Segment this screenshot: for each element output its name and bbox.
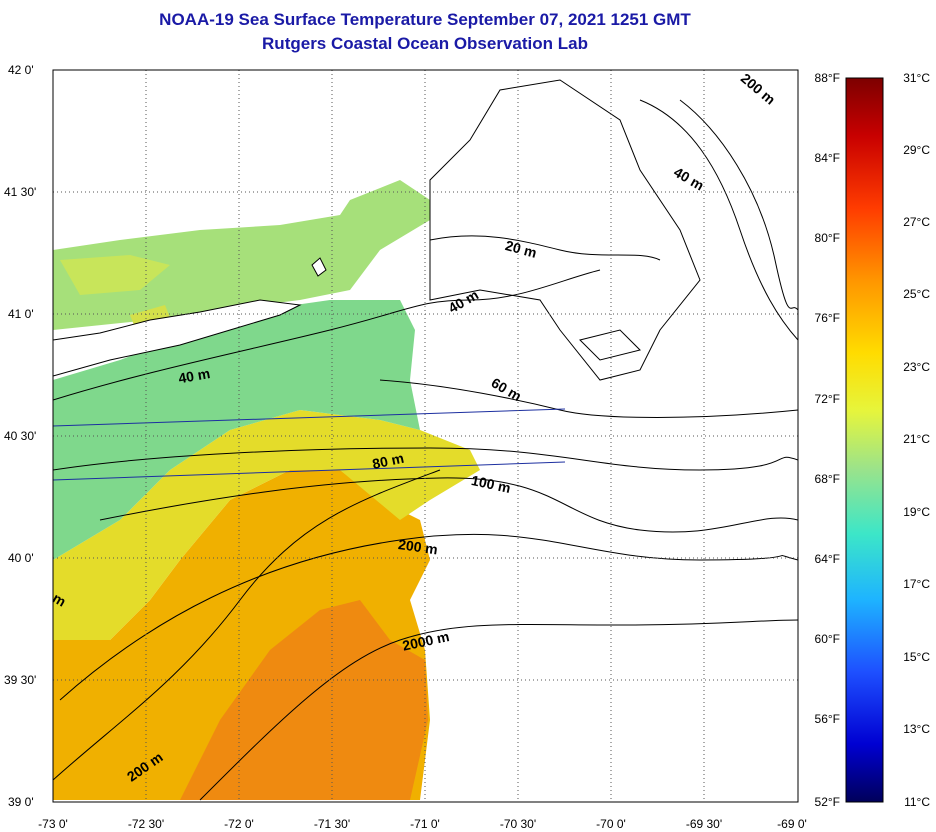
contour-label: 80 m (371, 450, 406, 472)
sst-green-shelf (53, 300, 420, 560)
contour-label: 100 m (470, 472, 512, 496)
sst-bay-yellow (60, 255, 170, 295)
contour-label: 40 m (177, 365, 211, 386)
transect-line (52, 461, 566, 481)
contour-label: 200 m (738, 70, 779, 108)
sst-yellow-region (53, 410, 480, 640)
contour-line (679, 99, 798, 311)
legend-fahrenheit-label: 68°F (815, 472, 840, 486)
cape-cod-land (429, 79, 701, 381)
contour-line (639, 99, 798, 341)
lon-label: -69 0' (777, 817, 807, 831)
block-island (311, 257, 327, 277)
lat-label: 41 30' (4, 185, 36, 199)
legend-celsius-label: 27°C (903, 215, 930, 229)
legend-celsius-label: 19°C (903, 505, 930, 519)
lat-label: 42 0' (8, 63, 34, 77)
contour-line (53, 469, 441, 781)
lon-label: -70 30' (500, 817, 536, 831)
lon-label: -73 0' (38, 817, 68, 831)
contour-label: 200 m (397, 536, 439, 557)
sst-data-layer (53, 180, 480, 800)
legend-celsius-label: 25°C (903, 287, 930, 301)
legend-fahrenheit-label: 72°F (815, 392, 840, 406)
contour-line (379, 379, 798, 418)
lon-label: -70 0' (596, 817, 626, 831)
contour-label: 60 m (489, 374, 525, 404)
lat-label: 40 30' (4, 429, 36, 443)
legend-celsius-label: 11°C (904, 795, 930, 809)
transect-line (52, 408, 566, 427)
legend-fahrenheit-label: 76°F (815, 311, 840, 325)
legend-celsius-label: 13°C (903, 722, 930, 736)
legend-celsius-label: 17°C (903, 577, 930, 591)
contour-line (429, 235, 661, 261)
graticule (53, 70, 798, 802)
contour-line (53, 447, 798, 471)
contour-line (199, 619, 798, 801)
bathymetry-contours (53, 99, 798, 801)
legend-fahrenheit-label: 60°F (815, 632, 840, 646)
contour-line (53, 269, 601, 401)
lon-label: -71 30' (314, 817, 350, 831)
lon-label: -72 0' (224, 817, 254, 831)
contour-label: 40 m (671, 164, 707, 194)
lon-label: -69 30' (686, 817, 722, 831)
transect-lines (52, 408, 566, 481)
contour-line (59, 533, 798, 701)
legend-fahrenheit-label: 80°F (815, 231, 840, 245)
legend-fahrenheit-label: 52°F (815, 795, 840, 809)
coastline-layer (53, 79, 701, 381)
contour-line (99, 477, 798, 533)
legend-fahrenheit-label: 88°F (815, 71, 840, 85)
contour-label: 20 m (504, 237, 539, 261)
map-frame (52, 69, 799, 803)
legend-celsius-label: 29°C (903, 143, 930, 157)
legend-celsius-label: 23°C (903, 360, 930, 374)
legend-celsius-label: 21°C (903, 432, 930, 446)
lon-label: -72 30' (128, 817, 164, 831)
lat-label: 41 0' (8, 307, 34, 321)
lon-label: -71 0' (410, 817, 440, 831)
temperature-colorbar (845, 77, 884, 803)
legend-celsius-label: 31°C (903, 71, 930, 85)
lat-label: 39 30' (4, 673, 36, 687)
long-island (53, 299, 302, 377)
map-subtitle: Rutgers Coastal Ocean Observation Lab (262, 34, 588, 53)
lat-label: 39 0' (8, 795, 34, 809)
legend-celsius-label: 15°C (903, 650, 930, 664)
sst-green-sound (53, 180, 430, 330)
nantucket (579, 329, 641, 361)
legend-fahrenheit-label: 64°F (815, 552, 840, 566)
legend-fahrenheit-label: 84°F (815, 151, 840, 165)
map-title: NOAA-19 Sea Surface Temperature Septembe… (159, 10, 691, 29)
lat-label: 40 0' (8, 551, 34, 565)
legend-fahrenheit-label: 56°F (815, 712, 840, 726)
